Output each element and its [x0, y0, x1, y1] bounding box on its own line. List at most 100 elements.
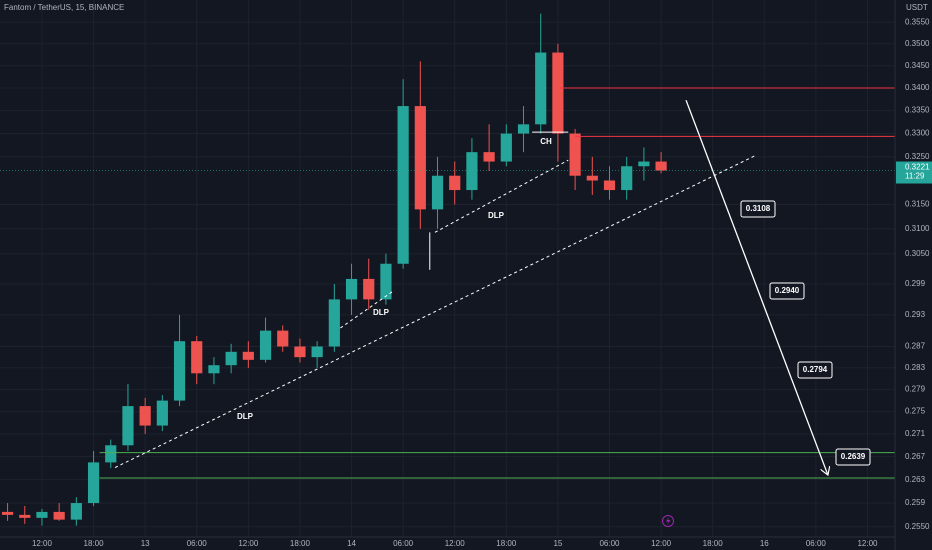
candle-body: [225, 351, 237, 366]
target-box: [769, 282, 805, 300]
trendline: [685, 99, 828, 475]
x-tick-label: 12:00: [445, 539, 466, 548]
candle-body: [380, 263, 392, 300]
x-tick-label: 18:00: [290, 539, 311, 548]
candle-body: [345, 278, 358, 300]
drawing-label: DLP: [237, 412, 254, 421]
candle-body: [535, 52, 547, 125]
candle-body: [500, 133, 512, 162]
x-tick-label: 14: [347, 539, 356, 548]
candle-body: [139, 406, 151, 426]
last-price-label: 0.3221: [905, 163, 930, 172]
drawing-label: DLP: [488, 211, 505, 220]
candle-body: [156, 400, 168, 426]
target-box: [835, 448, 871, 466]
x-tick-label: 06:00: [599, 539, 620, 548]
candle-body: [655, 161, 667, 171]
candle-body: [259, 330, 272, 360]
y-tick-label: 0.267: [905, 452, 926, 461]
x-tick-label: 18:00: [703, 539, 724, 548]
y-tick-label: 0.3450: [905, 61, 930, 70]
currency: USDT: [906, 3, 928, 12]
target-label: 0.2794: [803, 365, 828, 374]
y-tick-label: 0.275: [905, 407, 926, 416]
y-tick-label: 0.279: [905, 385, 926, 394]
y-tick-label: 0.259: [905, 498, 926, 507]
x-tick-label: 16: [760, 539, 769, 548]
candle-body: [586, 175, 598, 181]
y-tick-label: 0.271: [905, 429, 926, 438]
target-label: 0.2940: [775, 286, 800, 295]
candle-body: [414, 106, 426, 210]
candle-body: [36, 511, 48, 518]
candle-body: [431, 175, 444, 210]
trendline: [340, 289, 395, 329]
candle-body: [466, 152, 478, 191]
y-tick-label: 0.3050: [905, 249, 930, 258]
y-tick-label: 0.3350: [905, 106, 930, 115]
candle-body: [311, 346, 323, 358]
x-tick-label: 18:00: [496, 539, 517, 548]
y-tick-label: 0.3400: [905, 83, 930, 92]
plot: [0, 13, 895, 526]
candle-body: [638, 161, 650, 167]
candle-body: [363, 278, 375, 300]
x-tick-label: 06:00: [806, 539, 827, 548]
candle-body: [517, 124, 530, 134]
x-tick-label: 06:00: [393, 539, 414, 548]
candle-body: [328, 299, 340, 347]
candle-body: [1, 511, 14, 515]
chart-title: Fantom / TetherUS, 15, BINANCE: [4, 3, 124, 12]
y-tick-label: 0.3300: [905, 129, 930, 138]
candle-body: [242, 351, 254, 360]
x-tick-label: 12:00: [857, 539, 878, 548]
candle-body: [173, 341, 186, 401]
target-box: [797, 361, 833, 379]
candle-body: [53, 511, 65, 520]
y-tick-label: 0.2550: [905, 522, 930, 531]
last-price-box: [896, 161, 932, 184]
x-tick-label: 12:00: [32, 539, 53, 548]
trendline: [114, 154, 757, 469]
candle-body: [191, 341, 203, 374]
candle-body: [552, 52, 564, 134]
y-tick-label: 0.3100: [905, 224, 930, 233]
y-tick-label: 0.293: [905, 310, 926, 319]
drawing-label: DLP: [373, 308, 390, 317]
candle-body: [19, 514, 31, 518]
candle-body: [277, 330, 289, 347]
x-tick-label: 15: [553, 539, 562, 548]
y-tick-label: 0.3550: [905, 17, 930, 26]
grid: [0, 0, 895, 537]
candle-body: [603, 180, 616, 191]
candle-body: [87, 462, 100, 504]
x-tick-label: 13: [141, 539, 150, 548]
candle-body: [105, 445, 117, 463]
x-tick-label: 12:00: [651, 539, 672, 548]
target-box: [740, 200, 776, 218]
trendline: [434, 159, 569, 233]
y-tick-label: 0.299: [905, 279, 926, 288]
y-tick-label: 0.283: [905, 363, 926, 372]
candle-body: [70, 503, 82, 520]
x-tick-label: 12:00: [238, 539, 259, 548]
y-tick-label: 0.3500: [905, 39, 930, 48]
drawing-label: CH: [540, 137, 552, 146]
x-tick-label: 18:00: [84, 539, 105, 548]
candle-body: [449, 175, 461, 191]
candle-body: [122, 406, 134, 446]
countdown-label: 11:29: [905, 172, 925, 181]
candle-body: [208, 365, 220, 374]
x-tick-label: 06:00: [187, 539, 208, 548]
candle-body: [569, 133, 581, 176]
y-tick-label: 0.263: [905, 475, 926, 484]
target-label: 0.3108: [746, 204, 771, 213]
y-tick-label: 0.3150: [905, 200, 930, 209]
y-tick-label: 0.3250: [905, 152, 930, 161]
alert-icon: [662, 515, 674, 527]
candle-body: [294, 346, 306, 358]
candle-body: [397, 106, 409, 264]
